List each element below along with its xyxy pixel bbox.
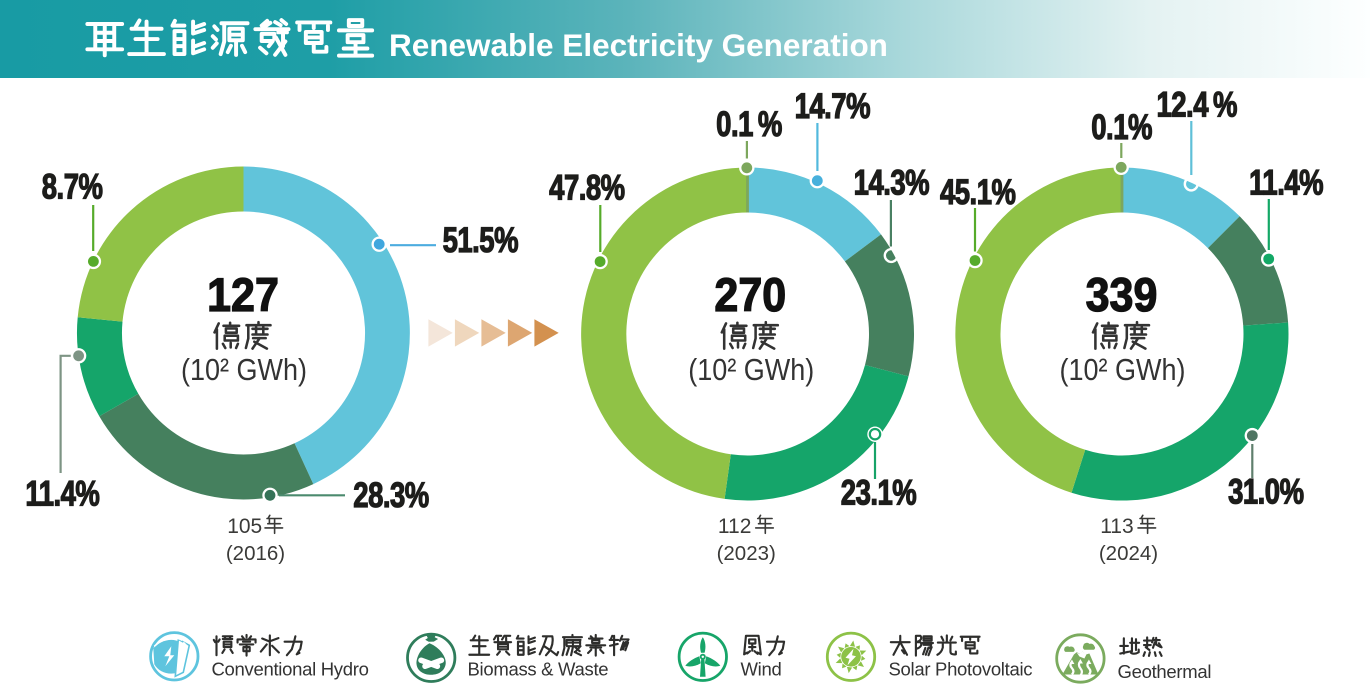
svg-text:Biomass & Waste: Biomass & Waste — [468, 659, 609, 680]
svg-text:47.8%: 47.8% — [549, 167, 625, 207]
svg-text:270: 270 — [714, 268, 786, 321]
svg-text:112: 112 — [718, 515, 751, 538]
svg-text:Wind: Wind — [741, 659, 782, 680]
svg-text:14.7%: 14.7% — [795, 85, 871, 125]
svg-text:0.1%: 0.1% — [1091, 107, 1152, 147]
svg-text:Renewable Electricity Generati: Renewable Electricity Generation — [389, 27, 888, 63]
svg-text:0.1 %: 0.1 % — [716, 104, 782, 144]
svg-text:(2016): (2016) — [226, 542, 285, 565]
svg-text:Conventional Hydro: Conventional Hydro — [212, 659, 369, 680]
svg-text:28.3%: 28.3% — [353, 475, 429, 515]
svg-text:105: 105 — [227, 515, 262, 538]
svg-text:Solar Photovoltaic: Solar Photovoltaic — [889, 659, 1033, 680]
svg-text:(10² GWh): (10² GWh) — [1060, 354, 1186, 388]
svg-text:8.7%: 8.7% — [42, 166, 103, 206]
svg-text:113: 113 — [1100, 515, 1133, 538]
svg-text:45.1%: 45.1% — [940, 171, 1016, 211]
svg-text:339: 339 — [1086, 268, 1158, 321]
svg-text:11.4%: 11.4% — [25, 473, 99, 513]
svg-text:51.5%: 51.5% — [443, 220, 519, 260]
svg-text:Geothermal: Geothermal — [1118, 661, 1212, 682]
svg-text:23.1%: 23.1% — [841, 472, 917, 512]
svg-text:(2023): (2023) — [717, 542, 776, 565]
svg-text:14.3%: 14.3% — [854, 162, 930, 202]
svg-text:12.4 %: 12.4 % — [1156, 84, 1237, 124]
svg-text:(10² GWh): (10² GWh) — [181, 354, 307, 388]
svg-text:(2024): (2024) — [1099, 542, 1158, 565]
svg-text:31.0%: 31.0% — [1228, 471, 1304, 511]
svg-text:127: 127 — [207, 268, 279, 321]
svg-text:11.4%: 11.4% — [1249, 162, 1323, 202]
svg-text:(10² GWh): (10² GWh) — [688, 354, 814, 388]
